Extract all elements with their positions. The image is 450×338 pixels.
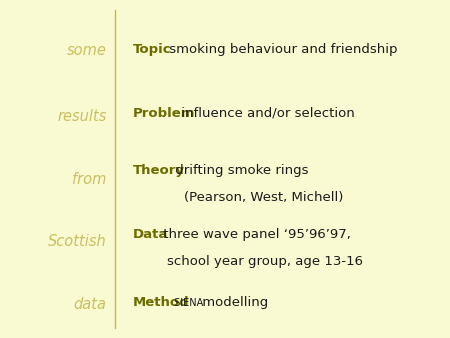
Text: Theory: Theory xyxy=(133,164,185,177)
Text: Method: Method xyxy=(133,296,189,309)
Text: from: from xyxy=(72,172,107,187)
Text: (Pearson, West, Michell): (Pearson, West, Michell) xyxy=(133,191,343,204)
Text: Problem: Problem xyxy=(133,107,195,120)
Text: results: results xyxy=(57,109,107,124)
Text: some: some xyxy=(67,43,107,58)
Text: data: data xyxy=(74,297,107,312)
Text: modelling: modelling xyxy=(198,296,268,309)
Text: Data: Data xyxy=(133,228,168,241)
Text: drifting smoke rings: drifting smoke rings xyxy=(171,164,309,177)
Text: SIENA: SIENA xyxy=(171,297,203,308)
Text: school year group, age 13-16: school year group, age 13-16 xyxy=(133,256,363,268)
Text: Scottish: Scottish xyxy=(48,234,107,249)
Text: three wave panel ‘95’96’97,: three wave panel ‘95’96’97, xyxy=(159,228,351,241)
Text: smoking behaviour and friendship: smoking behaviour and friendship xyxy=(165,43,398,55)
Text: influence and/or selection: influence and/or selection xyxy=(177,107,355,120)
Text: Topic: Topic xyxy=(133,43,171,55)
